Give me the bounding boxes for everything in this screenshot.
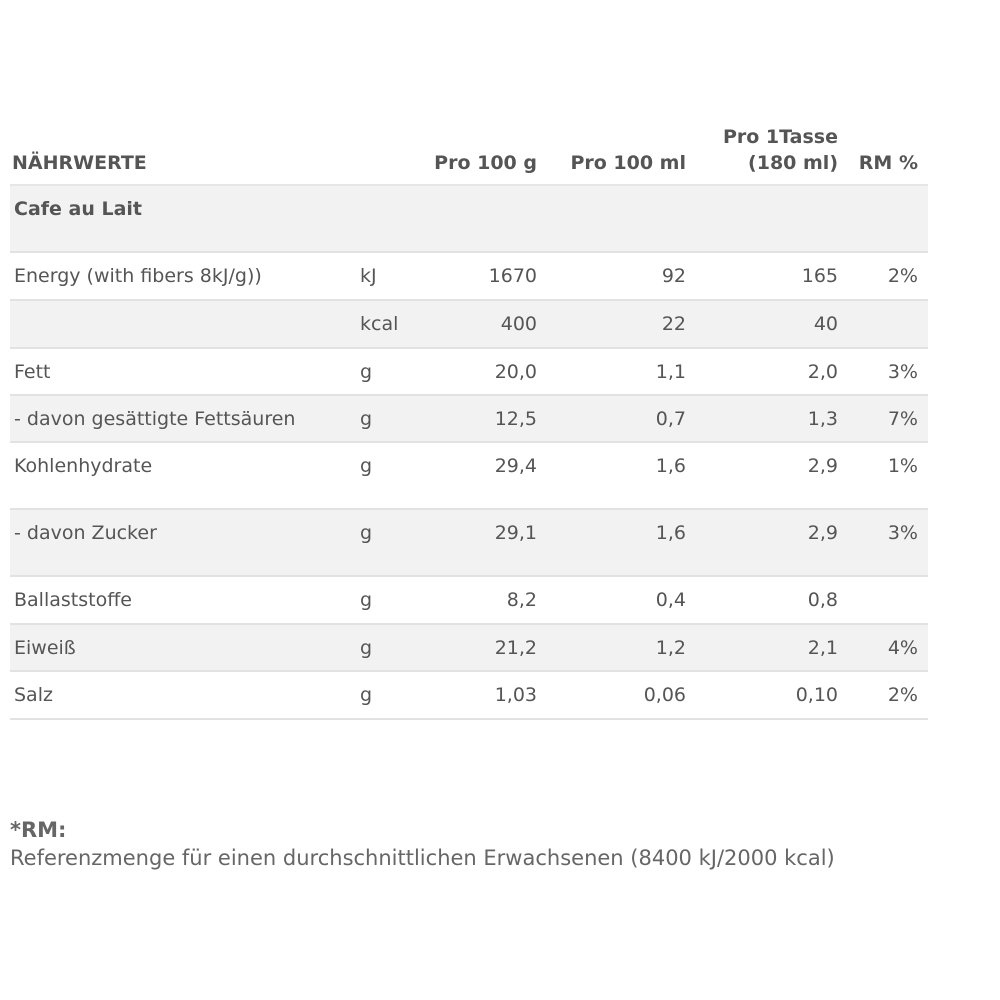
unit: g <box>360 637 373 659</box>
value-per-100g: 21,2 <box>494 637 537 659</box>
value-per-100ml: 22 <box>661 313 686 335</box>
value-per-100ml: 1,6 <box>655 522 686 544</box>
value-per-100g: 20,0 <box>494 361 537 383</box>
table-row: - davon Zucker g 29,1 1,6 2,9 3% <box>10 510 928 577</box>
header-per-cup-line2: (180 ml) <box>748 152 838 174</box>
header-per-cup: Pro 1Tasse (180 ml) <box>723 124 838 176</box>
unit: kcal <box>360 313 399 335</box>
product-row: Cafe au Lait <box>10 186 928 253</box>
table-row: - davon gesättigte Fettsäuren g 12,5 0,7 1,3… <box>10 396 928 443</box>
unit: g <box>360 522 373 544</box>
value-per-100ml: 0,7 <box>655 408 686 430</box>
value-per-100ml: 1,1 <box>655 361 686 383</box>
nutrient-name: Ballaststoffe <box>14 589 132 611</box>
value-per-cup: 2,9 <box>807 455 838 477</box>
header-per-cup-line1: Pro 1Tasse <box>722 126 838 148</box>
table-row: kcal 400 22 40 <box>10 301 928 349</box>
value-rm: 3% <box>887 522 918 544</box>
unit: g <box>360 684 373 706</box>
value-per-100ml: 0,4 <box>655 589 686 611</box>
value-per-cup: 2,9 <box>807 522 838 544</box>
value-per-cup: 165 <box>801 265 838 287</box>
nutrient-name: Salz <box>14 684 53 706</box>
value-rm: 2% <box>887 684 918 706</box>
table-row: Fett g 20,0 1,1 2,0 3% <box>10 349 928 396</box>
header-per-100g: Pro 100 g <box>434 152 537 174</box>
table-row: Energy (with fibers 8kJ/g)) kJ 1670 92 165 2% <box>10 253 928 301</box>
unit: g <box>360 361 373 383</box>
value-per-100g: 29,4 <box>494 455 537 477</box>
value-per-100ml: 0,06 <box>643 684 686 706</box>
value-per-100ml: 1,2 <box>655 637 686 659</box>
nutrient-name: Kohlenhydrate <box>14 455 153 477</box>
nutrient-name: Energy (with fibers 8kJ/g)) <box>14 265 262 287</box>
value-per-100ml: 1,6 <box>655 455 686 477</box>
table-header: NÄHRWERTE Pro 100 g Pro 100 ml Pro 1Tass… <box>10 120 928 186</box>
value-per-cup: 1,3 <box>807 408 838 430</box>
nutrient-name: Eiweiß <box>14 637 76 659</box>
value-per-100g: 8,2 <box>506 589 537 611</box>
table-row: Ballaststoffe g 8,2 0,4 0,8 <box>10 577 928 625</box>
footnote-label: *RM: <box>10 818 67 842</box>
header-rm: RM % <box>858 152 918 174</box>
footnote: *RM: Referenzmenge für einen durchschnit… <box>10 818 835 870</box>
value-per-100g: 12,5 <box>494 408 537 430</box>
value-per-100g: 1670 <box>488 265 537 287</box>
value-per-cup: 0,8 <box>807 589 838 611</box>
unit: g <box>360 408 373 430</box>
header-name: NÄHRWERTE <box>12 152 147 174</box>
unit: g <box>360 455 373 477</box>
nutrient-name: - davon gesättigte Fettsäuren <box>14 408 296 430</box>
table-row: Salz g 1,03 0,06 0,10 2% <box>10 672 928 720</box>
value-rm: 2% <box>887 265 918 287</box>
value-per-100g: 1,03 <box>494 684 537 706</box>
table-row: Kohlenhydrate g 29,4 1,6 2,9 1% <box>10 443 928 510</box>
header-per-100ml: Pro 100 ml <box>570 152 686 174</box>
nutrient-name: - davon Zucker <box>14 522 157 544</box>
product-name: Cafe au Lait <box>14 198 143 220</box>
value-per-100g: 29,1 <box>494 522 537 544</box>
value-per-100g: 400 <box>500 313 537 335</box>
value-rm: 7% <box>887 408 918 430</box>
nutrient-name: Fett <box>14 361 51 383</box>
value-rm: 4% <box>887 637 918 659</box>
nutrition-table: NÄHRWERTE Pro 100 g Pro 100 ml Pro 1Tass… <box>10 120 928 720</box>
value-rm: 3% <box>887 361 918 383</box>
value-per-100ml: 92 <box>661 265 686 287</box>
value-per-cup: 2,1 <box>807 637 838 659</box>
value-per-cup: 0,10 <box>795 684 838 706</box>
value-rm: 1% <box>887 455 918 477</box>
footnote-text: Referenzmenge für einen durchschnittlich… <box>10 846 835 870</box>
table-row: Eiweiß g 21,2 1,2 2,1 4% <box>10 625 928 672</box>
unit: kJ <box>360 265 377 287</box>
value-per-cup: 2,0 <box>807 361 838 383</box>
unit: g <box>360 589 373 611</box>
value-per-cup: 40 <box>813 313 838 335</box>
